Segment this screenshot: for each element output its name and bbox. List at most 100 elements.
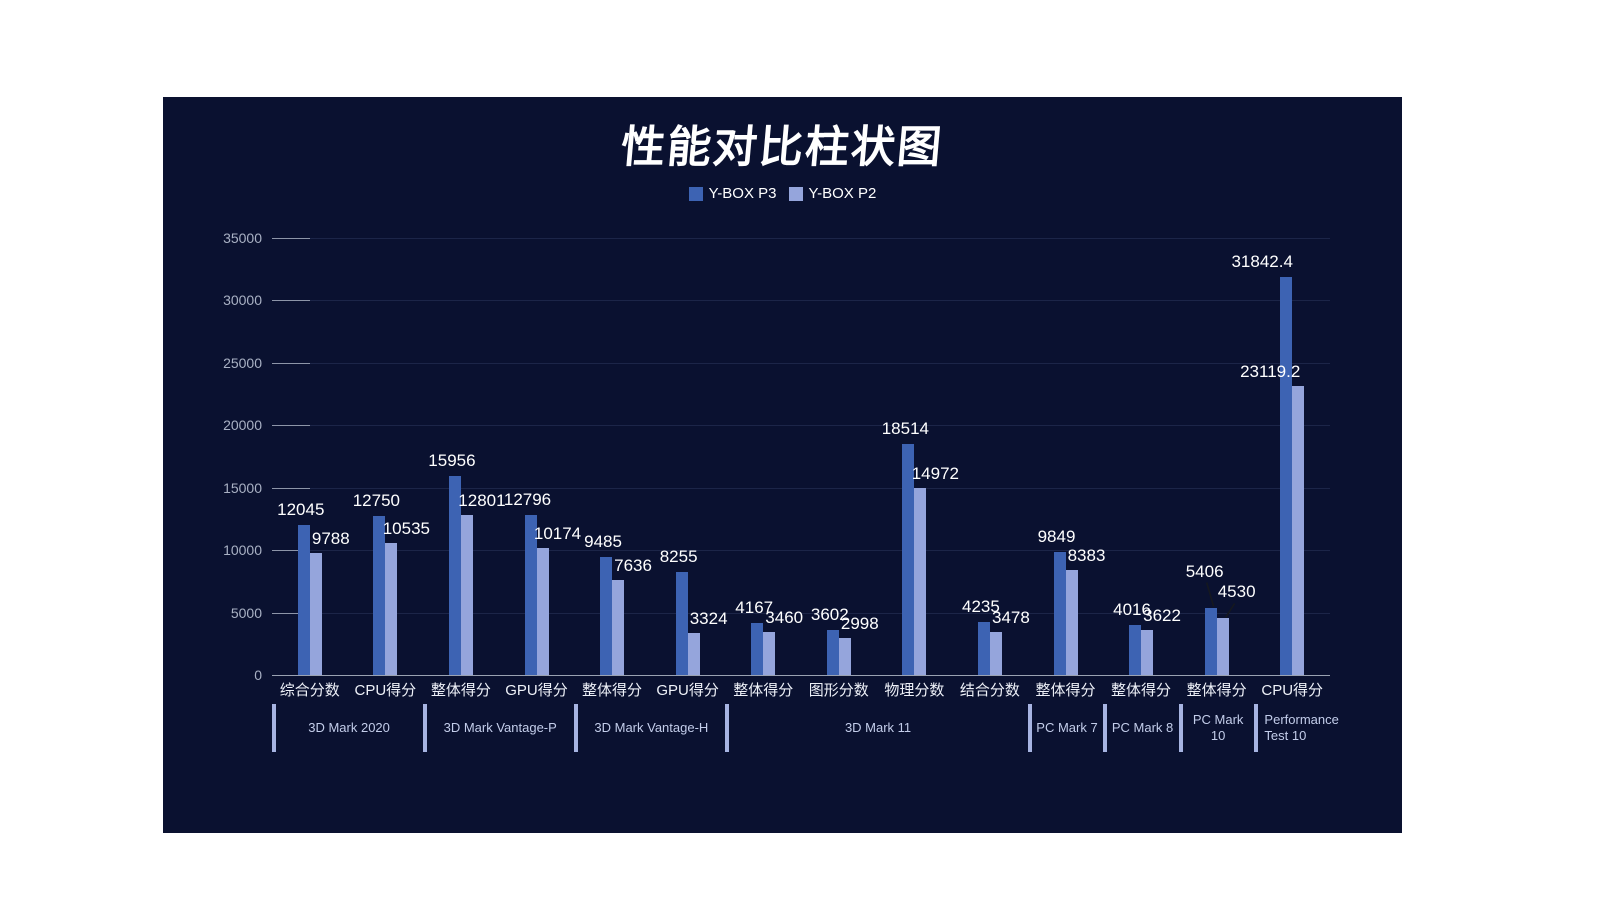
group-label: 3D Mark 11: [844, 720, 912, 735]
bar-y-box-p2-GPU得分: [536, 547, 549, 675]
value-label: 9849: [1037, 527, 1076, 547]
label-leader-lines: [1205, 582, 1236, 618]
group-separator: [272, 704, 276, 752]
bar-y-box-p2-GPU得分: [687, 633, 700, 675]
group-separator: [1027, 704, 1032, 752]
bar-y-box-p2-整体得分: [612, 579, 625, 675]
group-label: 3D Mark 2020: [308, 720, 390, 735]
x-axis-label: GPU得分: [656, 682, 719, 699]
legend-label: Y-BOX P3: [708, 185, 777, 202]
value-label: 4016: [1113, 599, 1151, 619]
y-axis-label: 15000: [223, 479, 262, 496]
y-tick: [272, 238, 310, 239]
y-tick: [272, 300, 310, 302]
value-label: 31842.4: [1231, 252, 1293, 272]
value-label: 8255: [659, 546, 698, 566]
bar-y-box-p3-综合分数: [297, 524, 310, 675]
x-axis-label: GPU得分: [505, 682, 568, 699]
group-separator: [1254, 704, 1259, 752]
gridline: [272, 612, 1330, 614]
y-axis-label: 30000: [223, 292, 262, 309]
y-tick: [272, 362, 310, 364]
legend: Y-BOX P3 Y-BOX P2: [163, 185, 1402, 202]
value-label: 10174: [533, 523, 582, 543]
bar-y-box-p3-图形分数: [826, 630, 839, 675]
value-label: 12045: [277, 499, 325, 519]
value-label: 4235: [962, 597, 1000, 617]
bar-y-box-p3-整体得分: [448, 475, 461, 675]
bar-y-box-p3-结合分数: [977, 622, 990, 675]
value-label: 23119.2: [1240, 362, 1301, 382]
x-axis-label: 结合分数: [959, 682, 1020, 699]
value-label: 18514: [881, 418, 929, 438]
group-label: PC Mark 10: [1192, 712, 1244, 743]
y-tick: [272, 425, 310, 427]
value-label: 2998: [840, 613, 879, 633]
group-label: 3D Mark Vantage-H: [594, 720, 709, 735]
y-axis-label: 0: [254, 667, 262, 683]
x-axis-label: CPU得分: [354, 682, 417, 699]
bar-y-box-p3-GPU得分: [524, 515, 537, 675]
value-label: 9788: [311, 528, 350, 548]
bar-y-box-p3-GPU得分: [675, 571, 688, 675]
group-label: PC Mark 8: [1111, 720, 1174, 735]
group-label: Performance Test 10: [1264, 712, 1339, 743]
value-label: 12750: [352, 490, 400, 510]
value-label: 12796: [503, 490, 552, 510]
value-label: 7636: [614, 555, 652, 575]
group-separator: [423, 704, 428, 752]
group-label: PC Mark 7: [1036, 720, 1098, 735]
x-axis-label: 整体得分: [430, 682, 491, 699]
value-label: 4530: [1217, 582, 1256, 602]
value-label: 8383: [1067, 546, 1106, 566]
x-axis-label: 整体得分: [1186, 682, 1247, 699]
group-separator: [1178, 704, 1183, 752]
bar-y-box-p2-图形分数: [838, 637, 851, 675]
bar-y-box-p2-CPU得分: [385, 543, 398, 675]
value-label: 3478: [992, 607, 1030, 627]
x-axis-label: 整体得分: [1035, 682, 1096, 699]
value-label: 14972: [911, 464, 959, 484]
gridline: [272, 238, 1330, 239]
chart-panel: 性能对比柱状图 Y-BOX P3 Y-BOX P2 0 5000 10000 15000…: [163, 97, 1402, 833]
bar-y-box-p3-整体得分: [751, 622, 764, 675]
value-label: 4167: [735, 597, 774, 617]
bar-y-box-p2-物理分数: [914, 488, 927, 675]
x-axis-label: 综合分数: [279, 682, 340, 699]
group-separator: [725, 704, 730, 752]
y-tick: [272, 550, 310, 552]
group-separator: [574, 704, 579, 752]
legend-label: Y-BOX P2: [808, 185, 877, 202]
value-label: 12801: [458, 491, 506, 511]
gridline: [272, 487, 1330, 489]
group-label: 3D Mark Vantage-P: [443, 720, 557, 735]
bar-y-box-p3-整体得分: [1053, 552, 1066, 675]
bar-y-box-p2-整体得分: [1065, 570, 1078, 675]
value-label: 15956: [428, 450, 476, 470]
bar-y-box-p3-物理分数: [902, 443, 915, 675]
bar-y-box-p3-整体得分: [1204, 607, 1217, 675]
bar-y-box-p3-CPU得分: [373, 515, 386, 675]
legend-swatch-icon: [688, 186, 703, 201]
x-axis-label: 图形分数: [808, 682, 869, 699]
x-axis-label: 整体得分: [1111, 682, 1172, 699]
bar-y-box-p2-整体得分: [1141, 629, 1154, 675]
gridline: [272, 300, 1330, 302]
bar-y-box-p2-整体得分: [460, 515, 473, 675]
legend-item-y-box-p3[interactable]: Y-BOX P3: [688, 185, 777, 202]
y-axis-label: 35000: [223, 230, 262, 246]
legend-item-y-box-p2[interactable]: Y-BOX P2: [788, 185, 877, 202]
bar-y-box-p2-整体得分: [1216, 618, 1229, 675]
y-axis-label: 25000: [223, 354, 262, 371]
bar-y-box-p3-整体得分: [600, 556, 613, 675]
value-label: 5406: [1185, 561, 1224, 581]
bar-y-box-p2-CPU得分: [1292, 386, 1305, 675]
bar-y-box-p2-综合分数: [309, 552, 322, 675]
bar-y-box-p3-整体得分: [1129, 624, 1142, 675]
bar-y-box-p2-整体得分: [763, 631, 776, 675]
legend-swatch-icon: [788, 186, 803, 201]
value-label: 3622: [1143, 605, 1181, 625]
bar-y-box-p2-结合分数: [989, 631, 1002, 675]
y-tick: [272, 612, 310, 614]
